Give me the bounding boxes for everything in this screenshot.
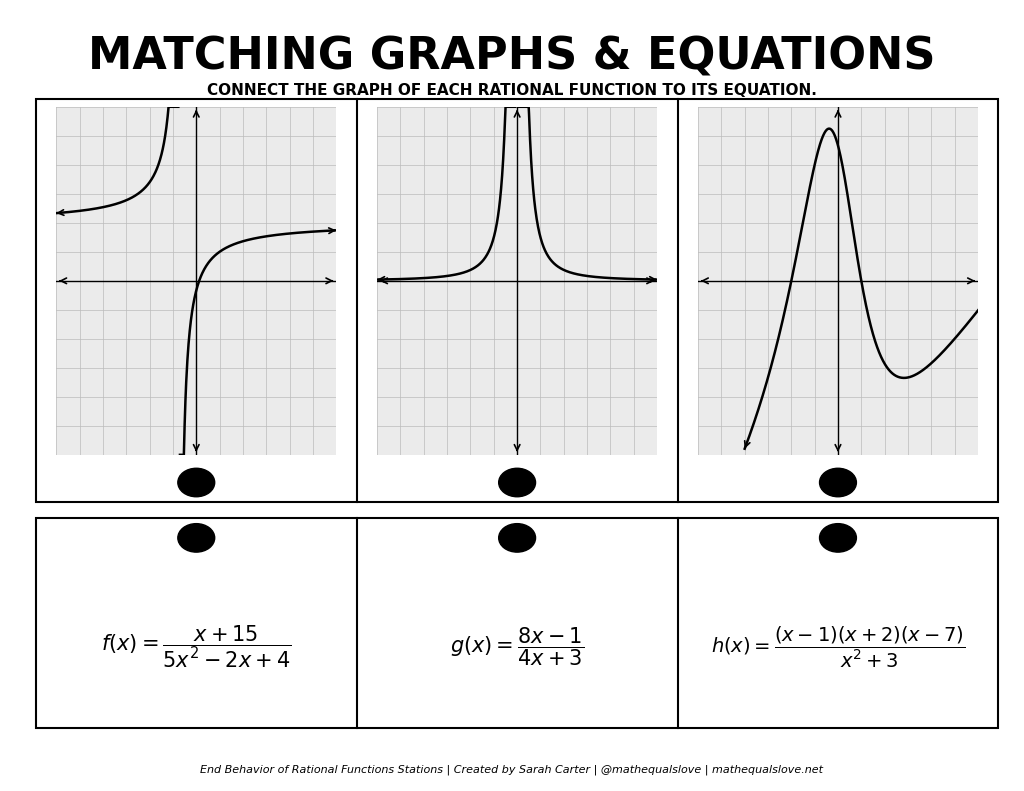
Text: MATCHING GRAPHS & EQUATIONS: MATCHING GRAPHS & EQUATIONS [88, 36, 936, 78]
Text: $f(x) = \dfrac{x + 15}{5x^2 - 2x + 4}$: $f(x) = \dfrac{x + 15}{5x^2 - 2x + 4}$ [101, 624, 292, 670]
Text: $h(x) = \dfrac{(x-1)(x+2)(x-7)}{x^2 + 3}$: $h(x) = \dfrac{(x-1)(x+2)(x-7)}{x^2 + 3}… [711, 624, 966, 670]
Text: CONNECT THE GRAPH OF EACH RATIONAL FUNCTION TO ITS EQUATION.: CONNECT THE GRAPH OF EACH RATIONAL FUNCT… [207, 83, 817, 98]
Text: End Behavior of Rational Functions Stations | Created by Sarah Carter | @mathequ: End Behavior of Rational Functions Stati… [201, 765, 823, 775]
Text: $g(x) = \dfrac{8x - 1}{4x + 3}$: $g(x) = \dfrac{8x - 1}{4x + 3}$ [451, 626, 584, 668]
